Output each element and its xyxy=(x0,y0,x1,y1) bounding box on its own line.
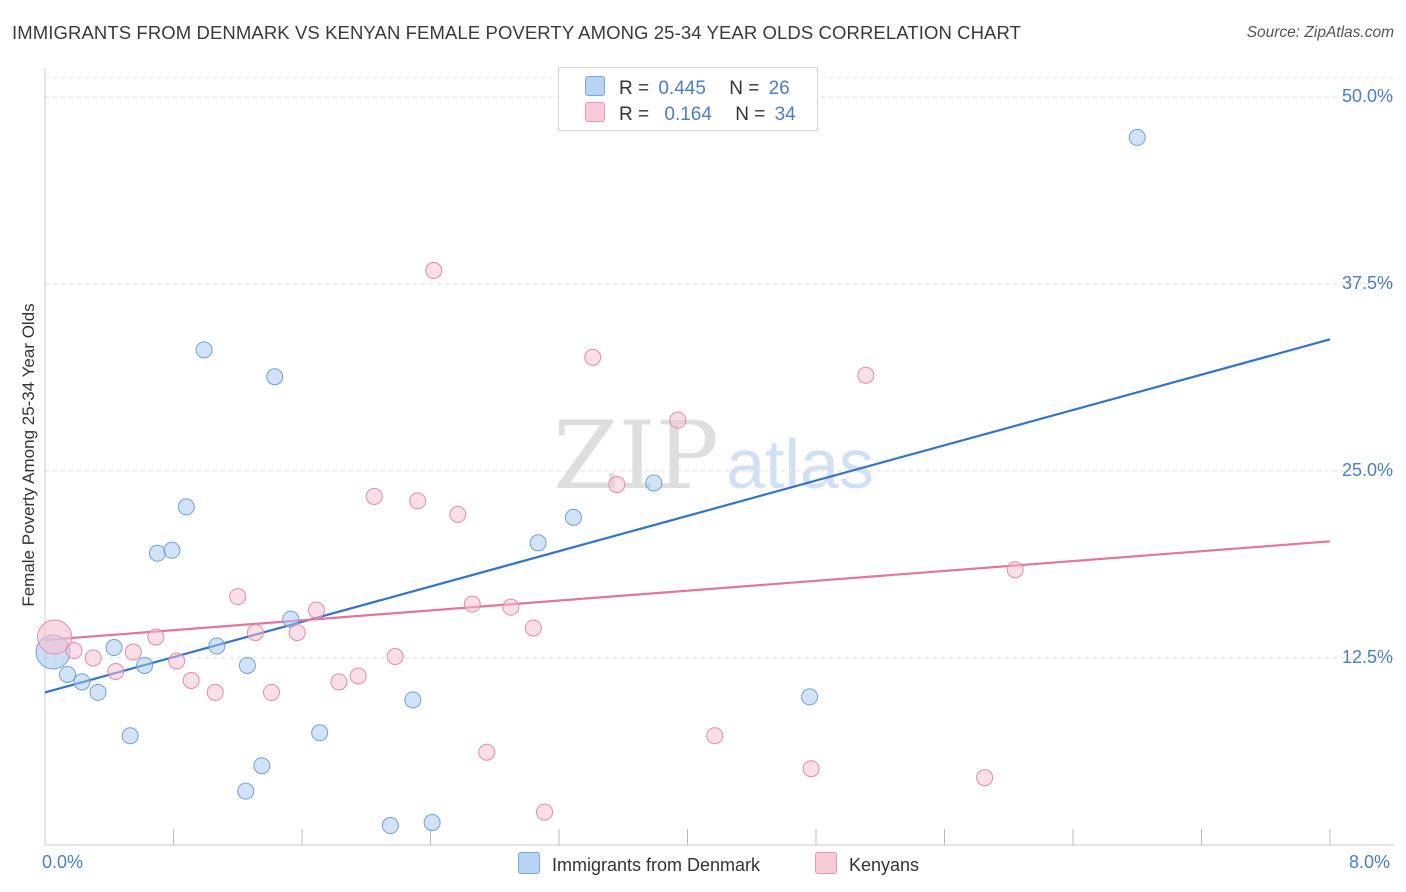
kenyans-point-5 xyxy=(147,628,165,646)
denmark-point-3 xyxy=(89,683,107,701)
kenyans-point-23 xyxy=(502,598,520,616)
series-name-kenyans: Kenyans xyxy=(849,855,920,875)
kenyans-point-33 xyxy=(1006,561,1024,579)
y-tick-label-1: 25.0% xyxy=(1341,460,1393,480)
denmark-point-21 xyxy=(529,534,547,552)
y-tick-label-3: 50.0% xyxy=(1341,86,1393,106)
bottom-swatch-kenyans xyxy=(815,852,837,874)
kenyans-point-28 xyxy=(669,411,687,429)
denmark-point-4 xyxy=(105,639,123,657)
denmark-point-20 xyxy=(423,814,441,832)
kenyans-point-3 xyxy=(107,662,125,680)
kenyans-point-10 xyxy=(246,624,264,642)
denmark-point-9 xyxy=(177,498,195,516)
x-tick-max: 8.0% xyxy=(1349,852,1391,872)
kenyans-point-12 xyxy=(288,624,306,642)
kenyans-point-2 xyxy=(84,649,102,667)
kenyans-point-24 xyxy=(524,619,542,637)
denmark-point-13 xyxy=(238,656,256,674)
bottom-legend-denmark: Immigrants from Denmark xyxy=(518,852,760,876)
kenyans-point-17 xyxy=(386,648,404,666)
watermark-atlas: atlas xyxy=(726,425,874,503)
r-value-kenyans: 0.164 xyxy=(664,104,712,125)
denmark-point-12 xyxy=(237,782,255,800)
kenyans-point-32 xyxy=(976,769,994,787)
bottom-legend-kenyans: Kenyans xyxy=(815,852,919,876)
legend-swatch-denmark xyxy=(585,76,605,96)
kenyans-point-4 xyxy=(124,643,142,661)
kenyans-point-19 xyxy=(425,262,443,280)
kenyans-point-20 xyxy=(449,505,467,523)
denmark-point-6 xyxy=(136,656,154,674)
series-name-denmark: Immigrants from Denmark xyxy=(552,855,761,875)
denmark-point-10 xyxy=(195,341,213,359)
kenyans-point-7 xyxy=(182,671,200,689)
kenyans-point-30 xyxy=(802,760,820,778)
kenyans-point-6 xyxy=(168,652,186,670)
kenyans-point-31 xyxy=(857,366,875,384)
stats-legend: R = 0.445 N = 26 R = 0.164 N = 34 xyxy=(558,67,818,131)
kenyans-point-27 xyxy=(608,475,626,493)
chart-title: IMMIGRANTS FROM DENMARK VS KENYAN FEMALE… xyxy=(12,22,1022,43)
kenyans-point-25 xyxy=(536,803,554,821)
denmark-point-14 xyxy=(253,757,271,775)
kenyans-point-0 xyxy=(37,619,73,655)
x-tick-min: 0.0% xyxy=(42,852,84,872)
bottom-swatch-denmark xyxy=(518,852,540,874)
n-label: N = xyxy=(729,78,760,99)
denmark-point-18 xyxy=(381,817,399,835)
r-label: R = xyxy=(619,78,650,99)
denmark-point-25 xyxy=(1128,128,1146,146)
kenyans-point-21 xyxy=(463,595,481,613)
denmark-point-5 xyxy=(121,727,139,745)
denmark-point-17 xyxy=(311,724,329,742)
r-value-denmark: 0.445 xyxy=(658,78,706,99)
legend-row-denmark: R = 0.445 N = 26 xyxy=(585,76,790,100)
legend-row-kenyans: R = 0.164 N = 34 xyxy=(585,102,796,126)
denmark-point-22 xyxy=(564,508,582,526)
kenyans-point-1 xyxy=(65,642,83,660)
kenyans-point-22 xyxy=(478,743,496,761)
n-value-denmark: 26 xyxy=(768,78,790,99)
y-tick-label-2: 37.5% xyxy=(1341,273,1393,293)
denmark-point-15 xyxy=(266,368,284,386)
kenyans-point-8 xyxy=(206,683,224,701)
kenyans-point-18 xyxy=(409,492,427,510)
n-value-kenyans: 34 xyxy=(774,104,796,125)
y-tick-label-0: 12.5% xyxy=(1341,647,1393,667)
kenyans-point-26 xyxy=(584,348,602,366)
kenyans-point-13 xyxy=(307,601,325,619)
watermark-zip: ZIP xyxy=(553,402,719,511)
kenyans-point-29 xyxy=(706,727,724,745)
denmark-point-1 xyxy=(58,665,76,683)
r-label: R = xyxy=(619,104,650,125)
n-label: N = xyxy=(735,104,766,125)
kenyans-point-9 xyxy=(229,588,247,606)
kenyans-point-11 xyxy=(262,683,280,701)
denmark-point-8 xyxy=(163,541,181,559)
denmark-point-24 xyxy=(801,688,819,706)
denmark-point-2 xyxy=(73,673,91,691)
kenyans-point-15 xyxy=(349,667,367,685)
kenyans-point-14 xyxy=(330,673,348,691)
denmark-trend-line xyxy=(44,338,1331,694)
chart-source: Source: ZipAtlas.com xyxy=(1246,24,1394,41)
kenyans-trend-line xyxy=(44,540,1331,642)
legend-swatch-kenyans xyxy=(585,102,605,122)
denmark-point-11 xyxy=(208,637,226,655)
kenyans-point-16 xyxy=(365,487,383,505)
denmark-point-23 xyxy=(645,474,663,492)
denmark-point-19 xyxy=(404,691,422,709)
denmark-point-7 xyxy=(148,544,166,562)
